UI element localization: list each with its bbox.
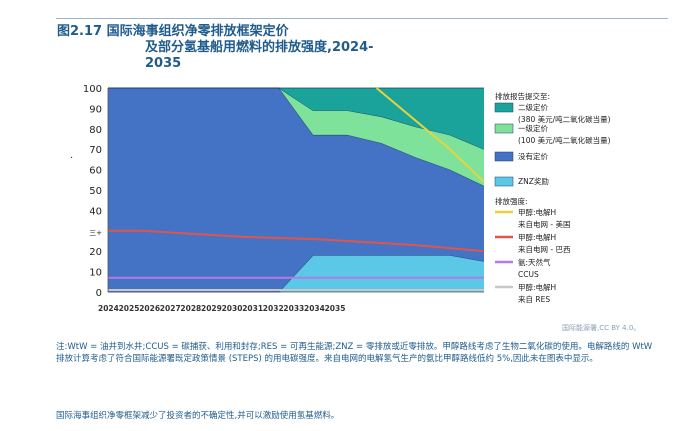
legend-label: 来自电网 - 巴西 [518, 244, 571, 254]
legend-swatch [494, 102, 514, 113]
y-tick-label: 90 [89, 104, 102, 115]
x-tick-label: 2025 [119, 304, 140, 313]
area-series-2 [108, 88, 484, 186]
y-tick-label: 100 [83, 84, 102, 95]
y-tick-label: 70 [89, 145, 102, 156]
x-tick-label: 2033 [283, 304, 304, 313]
x-tick-label: 2029 [201, 304, 222, 313]
x-tick-label: 2031 [242, 304, 263, 313]
x-tick-label: 2032 [263, 304, 284, 313]
title-line-3: 2035 [145, 56, 182, 71]
y-tick-label: 80 [89, 125, 102, 136]
y-tick-label: 50 [89, 186, 102, 197]
top-rule [56, 18, 668, 19]
legend-label: 没有定价 [518, 151, 548, 161]
legend-label: (380 美元/吨二氧化碳当量) [518, 114, 611, 124]
legend-label: 一级定价 [518, 123, 548, 133]
stray-dot: . [70, 150, 74, 161]
legend-swatch [494, 123, 514, 134]
legend-label: (100 美元/吨二氧化碳当量) [518, 135, 611, 145]
x-tick-label: 2030 [222, 304, 243, 313]
legend-label: 甲醇:电解H [518, 232, 556, 242]
y-tick-label: 三+ [89, 229, 102, 237]
legend-label: CCUS [518, 270, 539, 279]
title-line-2: 及部分氢基船用燃料的排放强度,2024- [145, 40, 374, 55]
footer-text: 国际海事组织净零框架减少了投资者的不确定性,并可以激励使用氢基燃料。 [56, 411, 340, 421]
intensity-line-0 [375, 87, 485, 183]
y-tick-label: 60 [89, 166, 102, 177]
legend-label: 甲醇:电解H [518, 282, 556, 292]
intensity-line-1 [108, 229, 485, 253]
y-tick-label: 0 [96, 288, 102, 299]
legend-label: 二级定价 [518, 102, 548, 112]
credit-text: 国际能源署,CC BY 4.0。 [562, 324, 641, 332]
y-tick-label: 20 [89, 247, 102, 258]
y-tick-label: 10 [89, 268, 102, 279]
y-tick-label: 40 [89, 206, 102, 217]
legend-label: 来自 RES [518, 294, 550, 304]
legend-swatch [494, 176, 514, 187]
legend-label: ZNZ奖励 [518, 176, 549, 186]
chart-title: 图2.17 国际海事组织净零排放框架定价 及部分氢基船用燃料的排放强度,2024… [57, 24, 374, 72]
legend-section-title: 排放报告提交至: [495, 91, 550, 101]
title-line-1: 图2.17 国际海事组织净零排放框架定价 [57, 24, 289, 39]
x-tick-label: 2028 [180, 304, 201, 313]
area-series-3 [108, 88, 484, 150]
legend-label: 甲醇:电解H [518, 207, 556, 217]
legend-swatch [494, 151, 514, 162]
x-tick-label: 2034 [304, 304, 325, 313]
legend-label: 来自电网 - 美国 [518, 219, 570, 229]
legend-label: 氨:天然气 [518, 257, 551, 267]
note-text: 注:WtW = 油井到水井;CCUS = 碳捕获、利用和封存;RES = 可再生… [56, 342, 653, 364]
x-tick-label: 2026 [139, 304, 160, 313]
area-series-1 [108, 88, 484, 292]
legend-section-title: 排放强度: [495, 196, 528, 206]
x-tick-label: 2035 [325, 304, 346, 313]
x-tick-label: 2024 [98, 304, 119, 313]
x-tick-label: 2027 [160, 304, 181, 313]
